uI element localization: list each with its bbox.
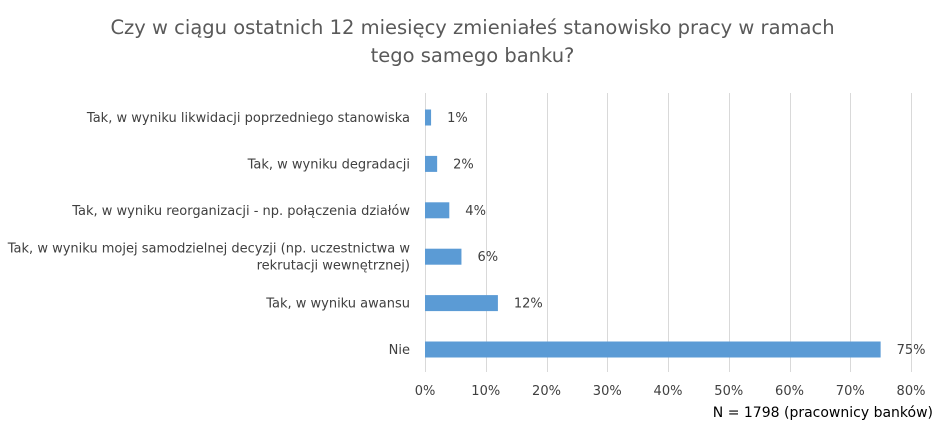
data-label: 2% <box>453 157 474 172</box>
x-tick-label: 50% <box>714 384 743 399</box>
data-label: 75% <box>897 343 926 358</box>
data-label: 6% <box>477 250 498 265</box>
data-label: 4% <box>465 204 486 219</box>
bar <box>425 109 432 126</box>
bar <box>425 248 462 265</box>
sample-size-note: N = 1798 (pracownicy banków) <box>712 405 933 421</box>
x-tick-label: 10% <box>471 384 500 399</box>
category-label: Tak, w wyniku mojej samodzielnej decyzji… <box>7 242 411 257</box>
bar <box>425 295 498 312</box>
x-axis-tick-labels: 0% 10% 20% 30% 40% 50% 60% 70% 80% <box>415 384 926 399</box>
x-tick-label: 40% <box>654 384 683 399</box>
category-label: Nie <box>389 343 410 358</box>
category-label: rekrutacji wewnętrznej) <box>257 259 410 274</box>
x-tick-label: 30% <box>593 384 622 399</box>
data-labels: 1% 2% 4% 6% 12% 75% <box>447 111 925 358</box>
category-labels: Tak, w wyniku likwidacji poprzedniego st… <box>7 111 411 358</box>
x-tick-label: 60% <box>775 384 804 399</box>
x-tick-label: 80% <box>897 384 926 399</box>
x-tick-label: 20% <box>532 384 561 399</box>
data-label: 1% <box>447 111 468 126</box>
category-label: Tak, w wyniku awansu <box>265 297 410 312</box>
bar <box>425 341 881 358</box>
bars <box>425 109 881 358</box>
category-label: Tak, w wyniku degradacji <box>247 157 410 172</box>
gridlines <box>425 93 912 372</box>
chart-title: Czy w ciągu ostatnich 12 miesięcy zmieni… <box>110 16 835 67</box>
category-label: Tak, w wyniku likwidacji poprzedniego st… <box>86 111 410 126</box>
bar <box>425 202 450 219</box>
x-tick-label: 70% <box>836 384 865 399</box>
data-label: 12% <box>514 297 543 312</box>
bar <box>425 155 438 172</box>
x-tick-label: 0% <box>415 384 436 399</box>
category-label: Tak, w wyniku reorganizacji - np. połącz… <box>71 204 410 219</box>
